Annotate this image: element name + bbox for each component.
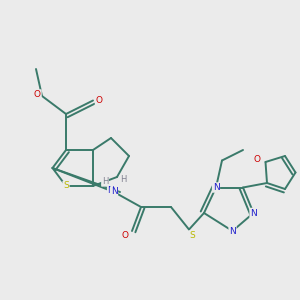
Text: N: N — [108, 186, 114, 195]
Text: N: N — [213, 183, 219, 192]
Text: N: N — [250, 208, 257, 217]
Text: N: N — [229, 226, 236, 236]
Text: O: O — [95, 96, 103, 105]
Text: H: H — [102, 177, 108, 186]
Text: S: S — [63, 182, 69, 190]
Text: O: O — [254, 154, 261, 164]
Text: H: H — [120, 176, 126, 184]
Text: O: O — [34, 90, 41, 99]
Text: O: O — [121, 231, 128, 240]
Text: S: S — [189, 231, 195, 240]
Text: N: N — [111, 188, 117, 196]
